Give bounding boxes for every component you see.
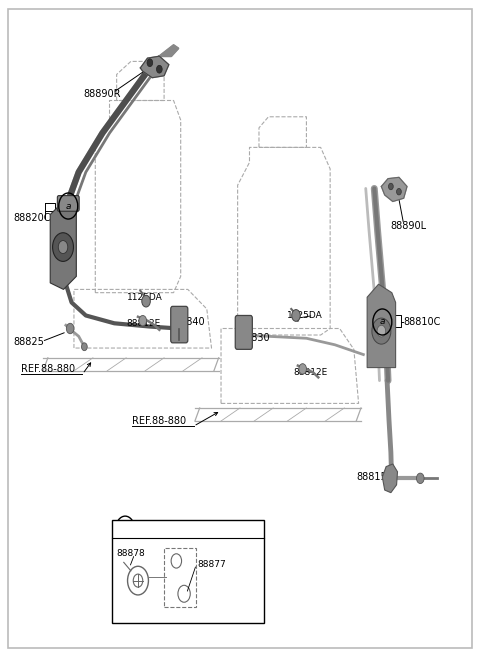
Text: 88840: 88840 [175, 317, 205, 327]
FancyBboxPatch shape [112, 520, 264, 623]
Polygon shape [140, 57, 169, 78]
Text: REF.88-880: REF.88-880 [132, 416, 186, 426]
Circle shape [156, 65, 162, 73]
Circle shape [299, 364, 306, 374]
Circle shape [66, 323, 74, 334]
Circle shape [292, 309, 300, 321]
FancyBboxPatch shape [57, 196, 79, 212]
Circle shape [417, 473, 424, 484]
Circle shape [58, 240, 68, 254]
Text: a: a [65, 202, 71, 210]
Text: 1125DA: 1125DA [287, 311, 322, 320]
Circle shape [142, 295, 150, 307]
Text: 88810C: 88810C [404, 317, 441, 327]
FancyBboxPatch shape [164, 548, 196, 606]
Circle shape [82, 343, 87, 351]
Polygon shape [50, 202, 76, 290]
Polygon shape [383, 464, 397, 493]
Text: 88830: 88830 [239, 333, 270, 343]
Text: 88815: 88815 [356, 472, 387, 482]
Text: a: a [122, 525, 128, 533]
Circle shape [396, 189, 401, 195]
Circle shape [388, 183, 393, 190]
Text: 88878: 88878 [117, 549, 145, 558]
Circle shape [139, 315, 146, 326]
Circle shape [372, 318, 391, 344]
Text: 1125DA: 1125DA [127, 293, 163, 302]
Text: a: a [380, 317, 385, 327]
Text: 88812E: 88812E [293, 369, 327, 377]
Text: 88890R: 88890R [84, 89, 121, 99]
Polygon shape [367, 284, 396, 367]
Text: 88877: 88877 [197, 560, 226, 569]
Text: 88820C: 88820C [13, 213, 51, 223]
FancyBboxPatch shape [235, 315, 252, 350]
Text: REF.88-880: REF.88-880 [21, 364, 75, 374]
Text: 88812E: 88812E [126, 319, 160, 328]
Polygon shape [159, 45, 179, 57]
Text: 88890L: 88890L [391, 221, 427, 231]
Polygon shape [382, 177, 407, 202]
Text: 88825: 88825 [13, 336, 44, 346]
Circle shape [377, 325, 385, 337]
Circle shape [53, 233, 73, 261]
FancyBboxPatch shape [171, 306, 188, 343]
Circle shape [147, 59, 153, 66]
